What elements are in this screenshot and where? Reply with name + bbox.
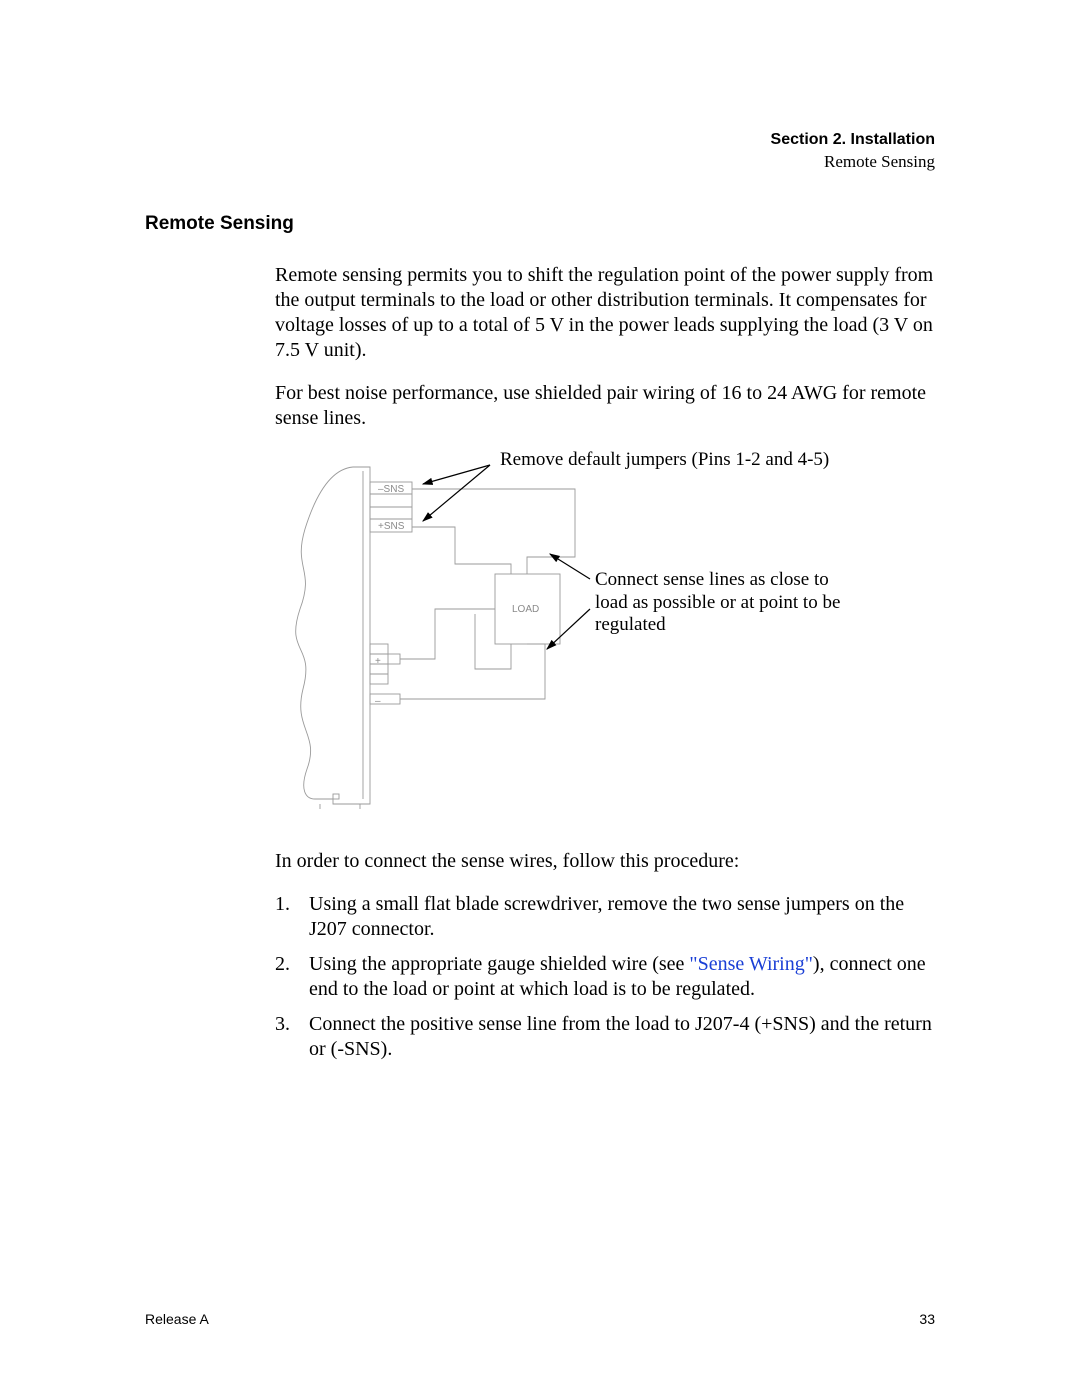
step-1: Using a small flat blade screwdriver, re…: [275, 892, 935, 942]
step-2: Using the appropriate gauge shielded wir…: [275, 952, 935, 1002]
label-minus: –: [375, 696, 381, 707]
body-content: Remote sensing permits you to shift the …: [275, 263, 935, 1062]
step-1-text: Using a small flat blade screwdriver, re…: [309, 893, 904, 940]
sense-wiring-link[interactable]: "Sense Wiring": [689, 953, 812, 975]
section-subtitle: Remote Sensing: [145, 151, 935, 173]
section-title: Section 2. Installation: [145, 130, 935, 151]
label-load: LOAD: [512, 604, 539, 615]
footer-release: Release A: [145, 1311, 209, 1327]
step-3-text: Connect the positive sense line from the…: [309, 1013, 932, 1060]
page: Section 2. Installation Remote Sensing R…: [0, 0, 1080, 1397]
paragraph-procedure-intro: In order to connect the sense wires, fol…: [275, 849, 935, 874]
heading-remote-sensing: Remote Sensing: [145, 213, 935, 235]
footer-page-number: 33: [919, 1311, 935, 1327]
label-plus: +: [375, 656, 381, 667]
callout-connect-sense: Connect sense lines as close to load as …: [595, 569, 855, 637]
step-2-text-a: Using the appropriate gauge shielded wir…: [309, 953, 689, 975]
page-footer: Release A 33: [145, 1311, 935, 1327]
figure-remote-sensing: Remove default jumpers (Pins 1-2 and 4-5…: [275, 449, 935, 819]
label-pos-sns: +SNS: [378, 521, 405, 532]
page-header: Section 2. Installation Remote Sensing: [145, 130, 935, 173]
paragraph-intro: Remote sensing permits you to shift the …: [275, 263, 935, 363]
procedure-list: Using a small flat blade screwdriver, re…: [275, 892, 935, 1062]
paragraph-noise: For best noise performance, use shielded…: [275, 381, 935, 431]
callout-remove-jumpers: Remove default jumpers (Pins 1-2 and 4-5…: [500, 449, 829, 472]
step-3: Connect the positive sense line from the…: [275, 1012, 935, 1062]
label-neg-sns: –SNS: [378, 484, 404, 495]
